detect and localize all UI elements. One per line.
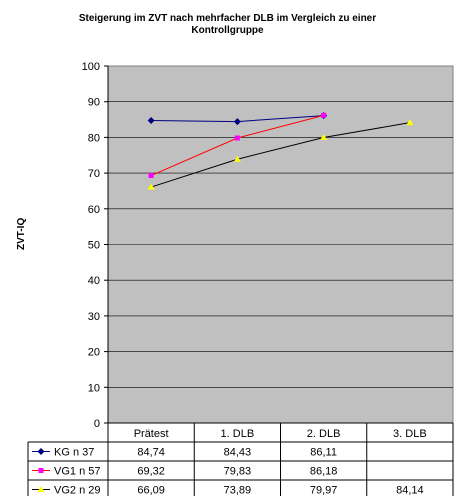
data-label: 73,89 — [224, 485, 252, 496]
series-2-point — [321, 112, 327, 118]
series-1-point — [147, 116, 155, 124]
series-1-point — [233, 118, 241, 126]
data-label: 69,32 — [137, 466, 165, 478]
data-label: 86,18 — [310, 466, 338, 478]
series-2-point — [148, 173, 154, 179]
series-3-point — [233, 155, 241, 162]
series-line-3 — [150, 122, 410, 188]
data-label: 86,11 — [310, 447, 337, 459]
legend-entry: KG n 37 — [54, 447, 94, 459]
y-tick-label: 100 — [82, 61, 100, 73]
y-tick-label: 30 — [88, 311, 100, 323]
y-tick-label: 60 — [88, 204, 100, 216]
series-3-point — [320, 134, 328, 141]
data-label: 66,09 — [137, 485, 165, 496]
series-3-point — [147, 183, 155, 190]
y-tick-label: 20 — [88, 347, 100, 359]
y-tick-label: 0 — [94, 418, 100, 430]
y-tick-label: 50 — [88, 240, 100, 252]
x-category-label: 2. DLB — [307, 428, 341, 440]
x-category-label: Prätest — [134, 428, 169, 440]
x-category-label: 1. DLB — [221, 428, 255, 440]
data-label: 84,74 — [137, 447, 165, 459]
data-label: 84,43 — [224, 447, 252, 459]
data-label: 79,83 — [224, 466, 252, 478]
series-2-point — [234, 135, 240, 141]
legend-entry: VG1 n 57 — [54, 466, 100, 478]
series-3-point — [406, 119, 414, 126]
chart-title: Steigerung im ZVT nach mehrfacher DLB im… — [0, 13, 455, 37]
chart-title-line-2: Kontrollgruppe — [191, 25, 264, 36]
x-category-label: 3. DLB — [393, 428, 427, 440]
y-tick-label: 90 — [88, 97, 100, 109]
legend-key-marker — [38, 468, 44, 473]
chart-title-line-1: Steigerung im ZVT nach mehrfacher DLB im… — [78, 13, 377, 24]
legend-key-marker — [37, 486, 45, 492]
data-label: 84,14 — [396, 485, 424, 496]
y-tick-label: 40 — [88, 275, 100, 287]
data-label: 79,97 — [310, 485, 338, 496]
y-tick-label: 80 — [88, 132, 100, 144]
legend-key-marker — [37, 448, 45, 455]
y-tick-label: 10 — [88, 382, 100, 394]
legend-entry: VG2 n 29 — [54, 485, 100, 496]
y-tick-label: 70 — [88, 168, 100, 180]
